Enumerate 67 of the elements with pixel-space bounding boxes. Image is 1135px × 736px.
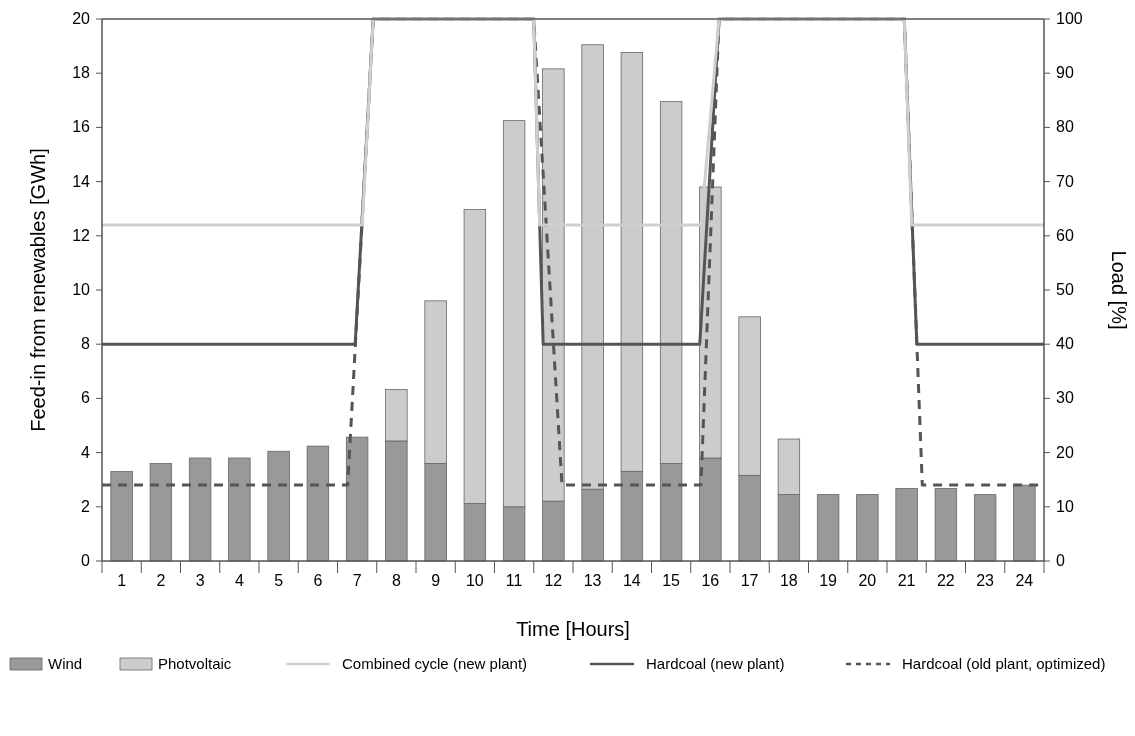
bar xyxy=(306,445,330,562)
y2-tick-label: 20 xyxy=(1056,443,1074,461)
y2-tick-label: 60 xyxy=(1056,226,1074,244)
y2-tick-label: 0 xyxy=(1056,552,1065,569)
y-tick-label: 18 xyxy=(72,64,91,82)
bar xyxy=(895,487,918,562)
bar xyxy=(816,494,840,562)
y-tick-label: 12 xyxy=(72,226,91,244)
bar xyxy=(149,463,173,562)
y-tick-label: 2 xyxy=(81,497,91,515)
bar xyxy=(1013,484,1036,562)
y-tick-label: 14 xyxy=(72,172,91,190)
bar xyxy=(856,494,879,562)
x-tick-label: 24 xyxy=(1015,572,1034,589)
y2-tick-label: 80 xyxy=(1056,118,1074,136)
x-tick-label: 16 xyxy=(701,572,720,589)
bar xyxy=(973,494,997,562)
bar xyxy=(188,457,212,562)
x-tick-label: 3 xyxy=(195,572,205,589)
x-tick-label: 20 xyxy=(858,572,877,589)
y-tick-label: 6 xyxy=(81,389,91,407)
x-tick-label: 8 xyxy=(391,572,401,589)
x-tick-label: 22 xyxy=(936,572,955,589)
legend-label: Hardcoal (new plant) xyxy=(646,655,785,672)
bar xyxy=(110,471,133,562)
x-tick-label: 19 xyxy=(819,572,838,589)
bar xyxy=(267,450,290,562)
y-tick-label: 0 xyxy=(81,552,91,569)
bar xyxy=(345,436,369,562)
x-tick-label: 2 xyxy=(156,572,166,589)
bar xyxy=(934,487,958,562)
y2-tick-label: 30 xyxy=(1056,389,1074,407)
y2-tick-label: 100 xyxy=(1056,10,1083,27)
x-tick-label: 10 xyxy=(465,572,484,589)
y-axis-title: Feed-in from renewables [GWh] xyxy=(27,148,49,432)
x-tick-label: 21 xyxy=(897,572,916,589)
legend-label: Wind xyxy=(48,655,83,672)
x-tick-label: 9 xyxy=(431,572,441,589)
y2-tick-label: 50 xyxy=(1056,281,1074,298)
x-tick-label: 11 xyxy=(505,572,523,589)
x-tick-label: 12 xyxy=(544,572,563,589)
legend-label: Combined cycle (new plant) xyxy=(342,655,528,672)
x-tick-label: 14 xyxy=(622,572,641,589)
legend-label: Photvoltaic xyxy=(158,655,232,672)
x-tick-label: 4 xyxy=(234,572,244,589)
bar xyxy=(228,457,251,562)
x-tick-label: 17 xyxy=(740,572,759,589)
y2-tick-label: 10 xyxy=(1056,497,1074,515)
x-axis-title: Time [Hours] xyxy=(516,618,630,640)
x-tick-label: 5 xyxy=(274,572,284,589)
y-tick-label: 10 xyxy=(72,281,91,298)
y2-tick-label: 90 xyxy=(1056,64,1074,82)
x-tick-label: 18 xyxy=(779,572,798,589)
y2-axis-title: Load [%] xyxy=(1108,250,1130,330)
x-tick-label: 23 xyxy=(976,572,995,589)
y-tick-label: 4 xyxy=(81,443,91,461)
x-tick-label: 1 xyxy=(117,572,127,589)
x-tick-label: 7 xyxy=(352,572,362,589)
x-tick-label: 13 xyxy=(583,572,602,589)
y-tick-label: 20 xyxy=(72,10,91,27)
legend-label: Hardcoal (old plant, optimized) xyxy=(902,655,1106,672)
x-tick-label: 6 xyxy=(313,572,323,589)
y-tick-label: 16 xyxy=(72,118,91,136)
x-tick-label: 15 xyxy=(662,572,681,589)
y-tick-label: 8 xyxy=(81,335,91,353)
y2-tick-label: 70 xyxy=(1056,172,1074,190)
y2-tick-label: 40 xyxy=(1056,335,1074,353)
